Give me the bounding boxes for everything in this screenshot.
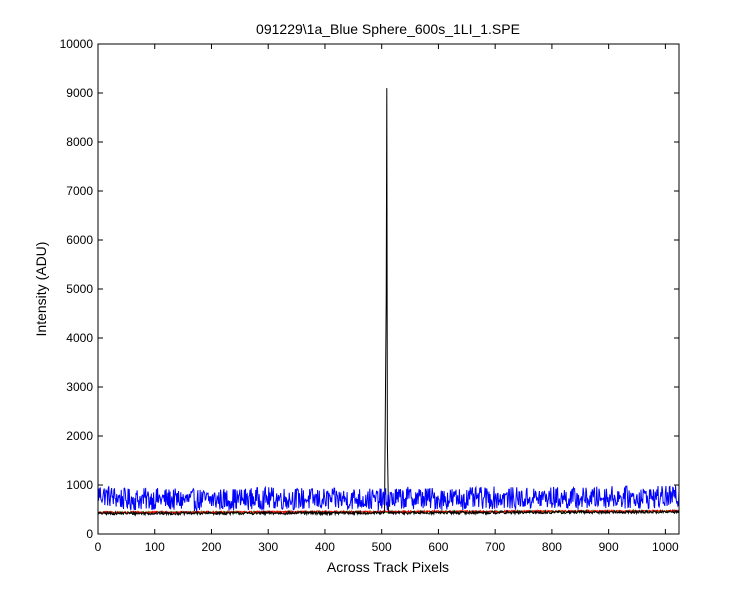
axes-background <box>98 44 679 534</box>
x-axis-ticks: 0 100 200 300 400 500 600 700 800 900 1000 <box>95 44 679 554</box>
series-line-1 <box>97 88 680 517</box>
y-tick-label: 6000 <box>66 233 93 247</box>
chart-title: 091229\1a_Blue Sphere_600s_1LI_1.SPE <box>256 21 520 37</box>
y-tick-label: 7000 <box>66 184 93 198</box>
plot-area: 0 100 200 300 400 500 600 700 800 900 1000 0 1000 20… <box>60 37 680 554</box>
series-line-0 <box>97 485 680 512</box>
y-tick-label: 2000 <box>66 429 93 443</box>
y-tick-label: 1000 <box>66 478 93 492</box>
x-tick-label: 500 <box>372 540 392 554</box>
y-tick-label: 4000 <box>66 331 93 345</box>
x-tick-label: 0 <box>95 540 102 554</box>
x-tick-label: 900 <box>599 540 619 554</box>
x-tick-label: 300 <box>258 540 278 554</box>
y-tick-label: 0 <box>86 527 93 541</box>
y-axis-ticks: 0 1000 2000 3000 4000 5000 6000 7000 8000 9000 100… <box>60 37 679 541</box>
x-axis-label: Across Track Pixels <box>327 559 449 575</box>
x-tick-label: 600 <box>428 540 448 554</box>
y-tick-label: 3000 <box>66 380 93 394</box>
series-group <box>97 88 680 517</box>
y-tick-label: 8000 <box>66 135 93 149</box>
y-tick-label: 5000 <box>66 282 93 296</box>
x-tick-label: 800 <box>542 540 562 554</box>
x-tick-label: 200 <box>201 540 221 554</box>
x-tick-label: 100 <box>145 540 165 554</box>
y-axis-label: Intensity (ADU) <box>33 242 49 337</box>
x-tick-label: 400 <box>315 540 335 554</box>
y-tick-label: 10000 <box>60 37 94 51</box>
x-tick-label: 1000 <box>652 540 679 554</box>
y-tick-label: 9000 <box>66 86 93 100</box>
x-tick-label: 700 <box>485 540 505 554</box>
